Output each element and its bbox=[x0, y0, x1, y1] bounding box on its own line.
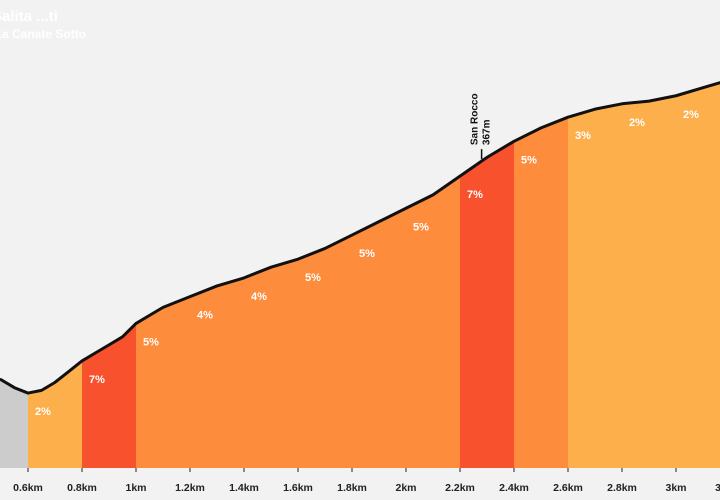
x-tick-label: 0.6km bbox=[13, 482, 43, 494]
x-tick-label: 3.2km bbox=[715, 482, 720, 494]
elevation-profile-line bbox=[0, 81, 720, 395]
grade-label: 5% bbox=[305, 272, 321, 284]
grade-segment bbox=[622, 95, 676, 468]
grade-label: 2% bbox=[629, 117, 645, 129]
x-tick-label: 2.4km bbox=[499, 482, 529, 494]
chart-subtitle: ...a Canate Sotto bbox=[0, 27, 87, 41]
x-tick-label: 2.8km bbox=[607, 482, 637, 494]
grade-segment bbox=[352, 208, 406, 468]
grade-label: 7% bbox=[89, 374, 105, 386]
grade-segments bbox=[0, 82, 720, 469]
x-tick-label: 1km bbox=[125, 482, 146, 494]
waypoint-elevation: 367m bbox=[482, 119, 493, 145]
x-tick-label: 1.2km bbox=[175, 482, 205, 494]
grade-segment bbox=[244, 259, 298, 468]
grade-label: 7% bbox=[467, 189, 483, 201]
chart-title: Salita ...ti bbox=[0, 8, 58, 25]
grade-segment bbox=[190, 277, 244, 468]
x-tick-label: 0.8km bbox=[67, 482, 97, 494]
grade-labels: 2% 7% 5% 4% 4% 5% 5% 5% 7% 5% 3% 2% 2% bbox=[35, 109, 699, 418]
grade-segment bbox=[0, 379, 28, 468]
grade-segment bbox=[460, 141, 514, 469]
grade-label: 2% bbox=[35, 406, 51, 418]
grade-segment bbox=[28, 360, 82, 468]
grade-segment bbox=[514, 117, 568, 468]
grade-segment bbox=[568, 103, 622, 469]
chart-header: Salita ...ti ...a Canate Sotto bbox=[0, 8, 86, 42]
grade-label: 2% bbox=[683, 109, 699, 121]
x-tick-label: 2km bbox=[395, 482, 416, 494]
grade-label: 4% bbox=[197, 310, 213, 322]
grade-segment bbox=[676, 82, 720, 468]
grade-label: 4% bbox=[251, 291, 267, 303]
x-tick-label: 1.8km bbox=[337, 482, 367, 494]
grade-segment bbox=[406, 176, 460, 468]
grade-segment bbox=[298, 235, 352, 468]
waypoints: San Rocco 367m bbox=[470, 93, 493, 160]
x-axis: 0.6km 0.8km 1km 1.2km 1.4km 1.6km 1.8km 2km 2.2k… bbox=[13, 468, 720, 494]
grade-label: 5% bbox=[413, 221, 429, 233]
x-tick-label: 2.6km bbox=[553, 482, 583, 494]
grade-segment bbox=[82, 323, 136, 468]
grade-label: 5% bbox=[359, 248, 375, 260]
waypoint-name: San Rocco bbox=[470, 93, 481, 145]
grade-label: 3% bbox=[575, 130, 591, 142]
grade-label: 5% bbox=[143, 336, 159, 348]
grade-segment bbox=[136, 296, 190, 468]
x-tick-label: 3km bbox=[665, 482, 686, 494]
grade-label: 5% bbox=[521, 154, 537, 166]
x-tick-label: 2.2km bbox=[445, 482, 475, 494]
x-tick-label: 1.6km bbox=[283, 482, 313, 494]
x-tick-label: 1.4km bbox=[229, 482, 259, 494]
